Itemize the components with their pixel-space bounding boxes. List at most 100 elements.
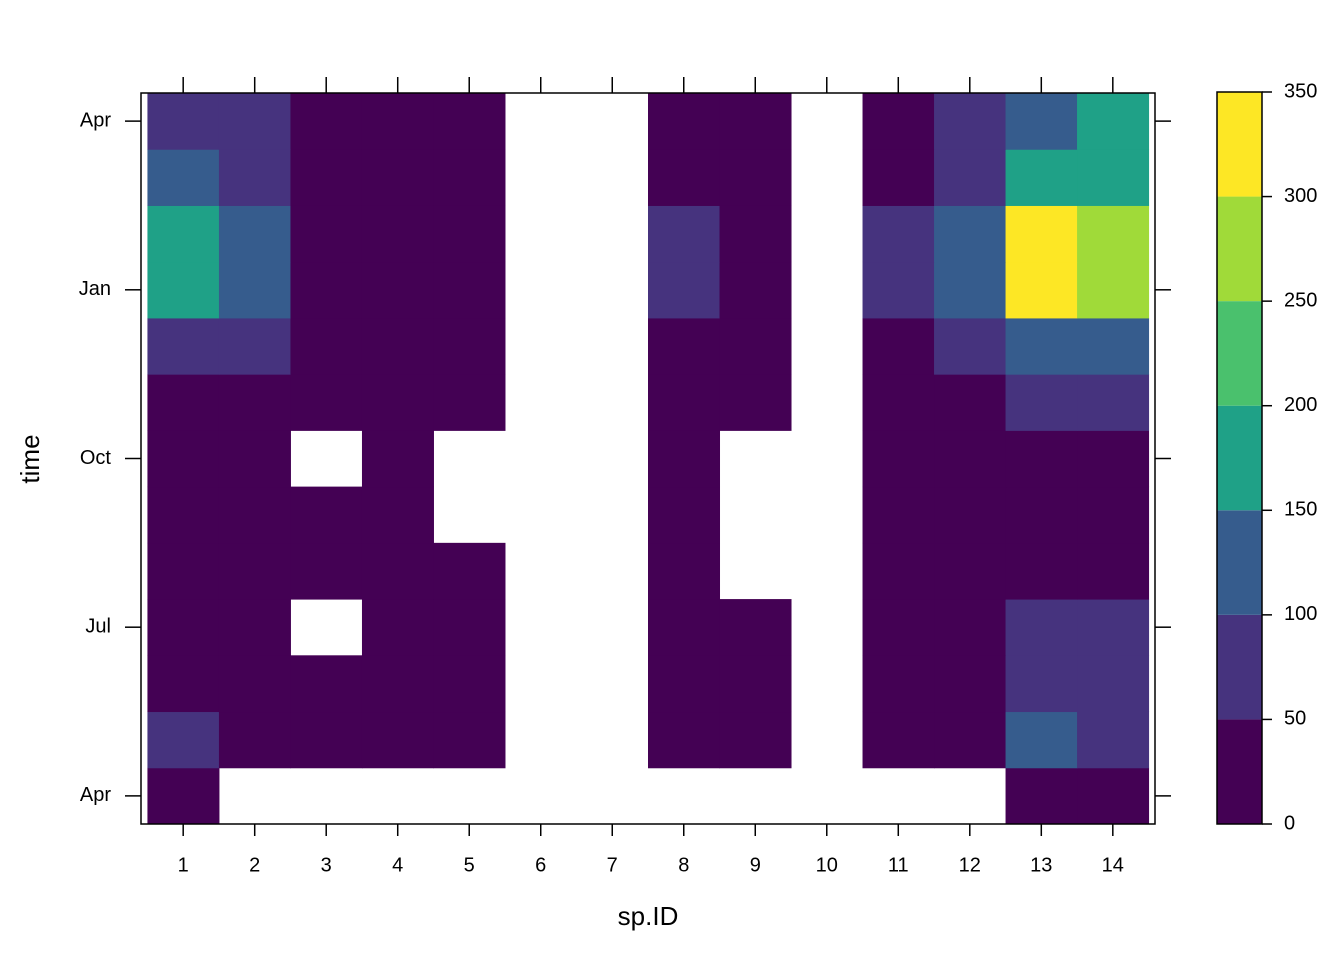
heatmap-cell <box>218 374 291 431</box>
y-tick-label: Jan <box>79 278 111 300</box>
heatmap-cell <box>147 149 220 206</box>
heatmap-cell <box>1005 655 1078 713</box>
heatmap-cell <box>290 93 363 150</box>
heatmap-cell <box>1005 599 1078 656</box>
heatmap-cell <box>862 542 935 600</box>
x-tick-label: 13 <box>1030 854 1052 876</box>
colorbar-tick-label: 100 <box>1284 603 1317 625</box>
heatmap-cell <box>147 542 220 600</box>
heatmap-cell <box>147 767 220 825</box>
heatmap-cell <box>147 205 220 263</box>
heatmap-cell <box>361 374 434 431</box>
x-tick-label: 2 <box>249 854 260 876</box>
heatmap-cell <box>218 261 291 319</box>
heatmap-cell <box>433 542 506 600</box>
heatmap-cell <box>862 261 935 319</box>
heatmap-cell <box>862 711 935 769</box>
heatmap-cell <box>1077 374 1150 431</box>
heatmap-cell <box>433 205 506 263</box>
heatmap-cell <box>290 542 363 600</box>
heatmap-cell <box>719 655 792 713</box>
heatmap-cell <box>361 317 434 375</box>
heatmap-cell <box>290 486 363 544</box>
heatmap-cell <box>218 599 291 656</box>
x-tick-label: 14 <box>1102 854 1124 876</box>
heatmap-cell <box>934 486 1007 544</box>
colorbar-tick-label: 350 <box>1284 80 1317 102</box>
heatmap-cell <box>1077 486 1150 544</box>
heatmap-cell <box>218 205 291 263</box>
x-tick-label: 3 <box>321 854 332 876</box>
heatmap-cell <box>648 711 721 769</box>
colorbar-tick-label: 300 <box>1284 185 1317 207</box>
heatmap-cell <box>719 599 792 656</box>
heatmap-cell <box>648 317 721 375</box>
colorbar-tick-label: 50 <box>1284 708 1306 730</box>
heatmap-cell <box>1077 317 1150 375</box>
x-tick-label: 4 <box>392 854 403 876</box>
x-tick-label: 8 <box>678 854 689 876</box>
x-tick-label: 9 <box>750 854 761 876</box>
heatmap-cell <box>218 93 291 150</box>
heatmap-cell <box>862 430 935 488</box>
x-tick-label: 1 <box>178 854 189 876</box>
heatmap-cell <box>1077 599 1150 656</box>
heatmap-cell <box>719 93 792 150</box>
heatmap-cell <box>361 542 434 600</box>
heatmap-cell <box>648 374 721 431</box>
colorbar-bin <box>1217 614 1262 720</box>
heatmap-cell <box>862 93 935 150</box>
heatmap-cell <box>862 486 935 544</box>
heatmap-cell <box>934 655 1007 713</box>
heatmap-cell <box>147 430 220 488</box>
x-axis-label: sp.ID <box>618 901 679 931</box>
y-axis-label: time <box>15 434 45 483</box>
heatmap-cell <box>648 599 721 656</box>
heatmap-cell <box>1005 149 1078 206</box>
heatmap-cell <box>862 205 935 263</box>
heatmap-cell <box>1005 374 1078 431</box>
heatmap-cell <box>433 655 506 713</box>
heatmap-cell <box>719 261 792 319</box>
heatmap-cell <box>147 486 220 544</box>
heatmap-cell <box>934 93 1007 150</box>
heatmap-cell <box>147 317 220 375</box>
heatmap-cell <box>1005 205 1078 263</box>
heatmap-cell <box>1077 261 1150 319</box>
heatmap-cell <box>433 261 506 319</box>
heatmap-cell <box>862 374 935 431</box>
colorbar-frame <box>1216 91 1263 825</box>
heatmap-cell <box>648 542 721 600</box>
y-tick-label: Apr <box>80 784 111 806</box>
heatmap-cell <box>719 374 792 431</box>
colorbar-tick-label: 0 <box>1284 812 1295 834</box>
heatmap-cell <box>290 317 363 375</box>
heatmap-cell <box>290 149 363 206</box>
heatmap-cell <box>218 711 291 769</box>
heatmap-cell <box>1077 430 1150 488</box>
x-tick-label: 12 <box>959 854 981 876</box>
x-tick-label: 10 <box>816 854 838 876</box>
heatmap-cell <box>1077 767 1150 825</box>
heatmap-cell <box>1005 486 1078 544</box>
colorbar-bin <box>1217 719 1262 824</box>
heatmap-cell <box>648 261 721 319</box>
x-tick-label: 7 <box>607 854 618 876</box>
heatmap-cell <box>147 374 220 431</box>
heatmap-cell <box>719 149 792 206</box>
heatmap-cell <box>290 261 363 319</box>
heatmap-cell <box>862 317 935 375</box>
heatmap-cell <box>862 655 935 713</box>
heatmap-cell <box>934 205 1007 263</box>
heatmap-cell <box>147 93 220 150</box>
heatmap-cell <box>648 655 721 713</box>
heatmap-cell <box>290 205 363 263</box>
heatmap-cell <box>934 149 1007 206</box>
y-tick-label: Oct <box>80 447 112 469</box>
heatmap-cell <box>290 711 363 769</box>
heatmap-cell <box>1077 149 1150 206</box>
heatmap-cell <box>433 599 506 656</box>
heatmap-cell <box>433 149 506 206</box>
heatmap-cell <box>934 711 1007 769</box>
